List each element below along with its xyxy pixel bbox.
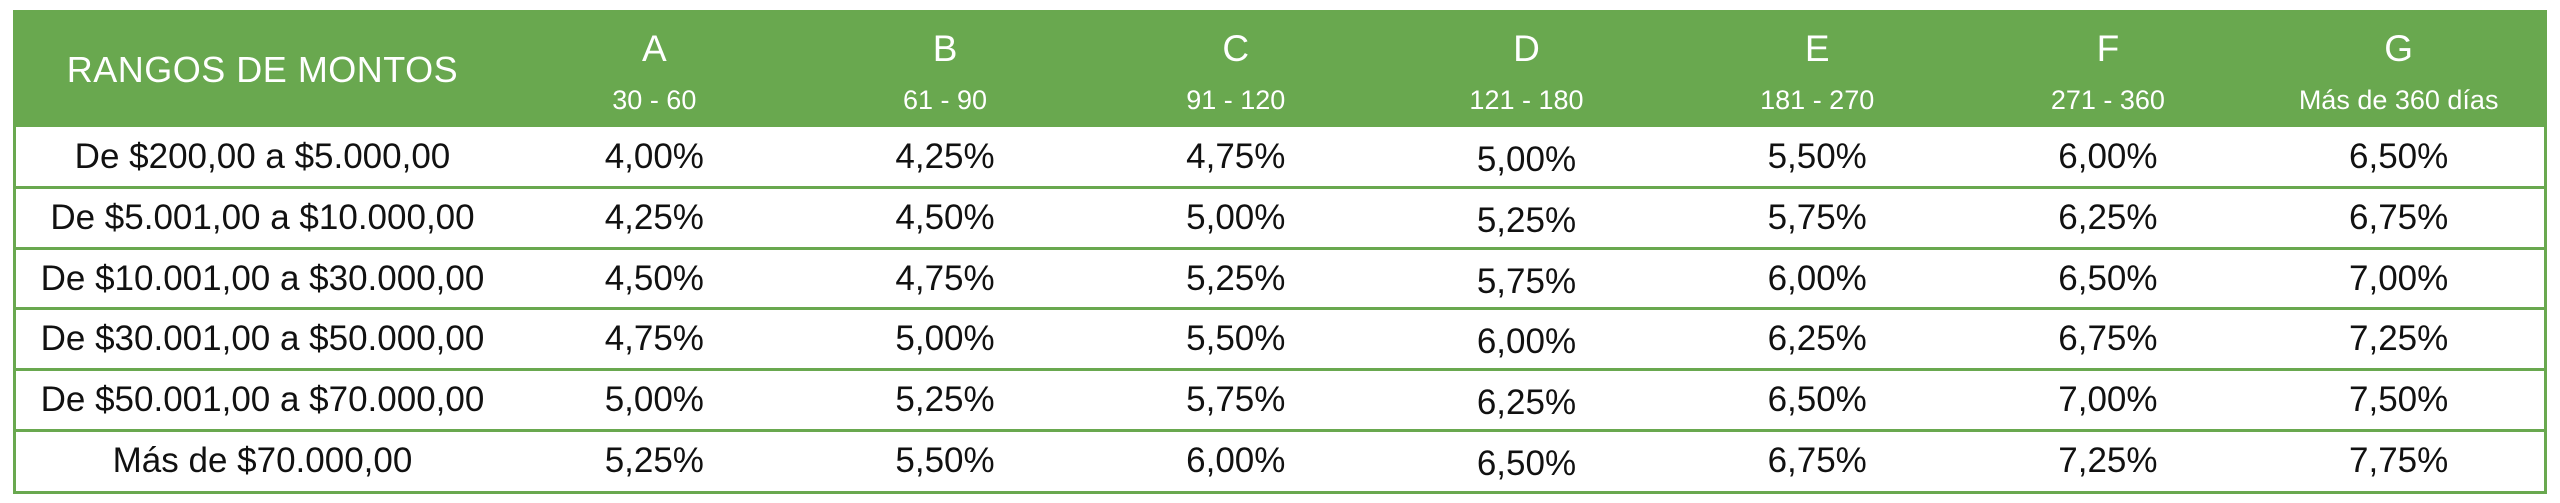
- rate-cell: 6,75%: [2253, 186, 2544, 249]
- rate-cell: 4,25%: [508, 186, 800, 249]
- column-letter: D: [1513, 28, 1540, 69]
- column-header-b: B 61 - 90: [800, 13, 1091, 127]
- rate-cell: 7,25%: [1962, 428, 2254, 491]
- range-cell: De $5.001,00 a $10.000,00: [16, 186, 509, 249]
- rate-cell: 6,00%: [1671, 246, 1963, 309]
- rate-cell: 5,00%: [508, 368, 800, 431]
- range-cell: De $200,00 a $5.000,00: [74, 136, 451, 176]
- range-cell: De $50.001,00 a $70.000,00: [16, 368, 509, 431]
- rate-cell: 6,50%: [1381, 428, 1672, 491]
- column-letter: F: [2096, 28, 2120, 69]
- rate-cell: 7,00%: [2253, 246, 2544, 309]
- column-header-d: D 121 - 180: [1381, 13, 1672, 127]
- table-row: De $50.001,00 a $70.000,00 5,00% 5,25% 5…: [16, 368, 2544, 431]
- rate-cell: 4,00%: [604, 136, 704, 176]
- column-days: 181 - 270: [1760, 85, 1875, 115]
- column-header-a: A 30 - 60: [509, 13, 800, 127]
- column-days: 91 - 120: [1186, 85, 1286, 115]
- column-days: 61 - 90: [903, 85, 988, 115]
- rate-cell: 6,00%: [1381, 307, 1672, 370]
- column-header-c: C 91 - 120: [1090, 13, 1381, 127]
- rate-cell: 6,00%: [1090, 428, 1382, 491]
- rate-cell: 7,25%: [2253, 307, 2544, 370]
- range-cell: De $10.001,00 a $30.000,00: [16, 246, 509, 309]
- table-body: De $200,00 a $5.000,00 4,00% 4,25% 4,75%…: [16, 127, 2544, 491]
- rate-cell: 4,75%: [508, 307, 800, 370]
- column-days: 271 - 360: [2050, 85, 2165, 115]
- rate-cell: 5,75%: [1090, 368, 1382, 431]
- rate-cell: 4,25%: [895, 136, 995, 176]
- column-letter: G: [2384, 28, 2414, 69]
- rate-cell: 5,75%: [1381, 246, 1672, 309]
- column-letter: C: [1222, 28, 1250, 69]
- range-column-header: RANGOS DE MONTOS: [66, 49, 459, 90]
- rate-cell: 5,00%: [1476, 139, 1577, 179]
- column-header-e: E 181 - 270: [1672, 13, 1963, 127]
- rate-cell: 7,75%: [2253, 428, 2544, 491]
- range-cell: De $30.001,00 a $50.000,00: [16, 307, 509, 370]
- table-row: De $5.001,00 a $10.000,00 4,25% 4,50% 5,…: [16, 186, 2544, 249]
- rate-cell: 6,50%: [2349, 136, 2449, 176]
- column-days: Más de 360 días: [2298, 85, 2499, 115]
- table-row: Más de $70.000,00 5,25% 5,50% 6,00% 6,50…: [16, 428, 2544, 491]
- column-header-f: F 271 - 360: [1963, 13, 2254, 127]
- column-letter: B: [932, 28, 958, 69]
- rate-cell: 5,75%: [1671, 186, 1963, 249]
- rate-cell: 6,25%: [1381, 368, 1672, 431]
- column-days: 121 - 180: [1469, 85, 1584, 115]
- rate-cell: 5,50%: [799, 428, 1091, 491]
- column-header-g: G Más de 360 días: [2253, 13, 2544, 127]
- rates-table-container: RANGOS DE MONTOS A 30 - 60 B 61 - 90 C 9…: [13, 10, 2547, 494]
- column-days: 30 - 60: [612, 85, 697, 115]
- rate-cell: 5,25%: [1381, 186, 1672, 249]
- table-header: RANGOS DE MONTOS A 30 - 60 B 61 - 90 C 9…: [16, 13, 2544, 127]
- rate-cell: 5,00%: [799, 307, 1091, 370]
- rate-cell: 4,75%: [1186, 136, 1286, 176]
- rate-cell: 4,50%: [799, 186, 1091, 249]
- table-row: De $10.001,00 a $30.000,00 4,50% 4,75% 5…: [16, 246, 2544, 309]
- rate-cell: 4,75%: [799, 246, 1091, 309]
- column-letter: E: [1804, 28, 1830, 69]
- rate-cell: 6,75%: [1671, 428, 1963, 491]
- rate-cell: 4,50%: [508, 246, 800, 309]
- table-row: De $200,00 a $5.000,00 4,00% 4,25% 4,75%…: [16, 127, 2544, 188]
- rate-cell: 6,50%: [1962, 246, 2254, 309]
- rate-cell: 5,25%: [508, 428, 800, 491]
- rate-cell: 5,00%: [1090, 186, 1382, 249]
- rate-cell: 5,50%: [1767, 136, 1867, 176]
- rate-cell: 5,50%: [1090, 307, 1382, 370]
- rate-cell: 6,50%: [1671, 368, 1963, 431]
- rate-cell: 6,75%: [1962, 307, 2254, 370]
- column-letter: A: [641, 28, 667, 69]
- range-cell: Más de $70.000,00: [16, 428, 509, 491]
- rate-cell: 5,25%: [1090, 246, 1382, 309]
- table-row: De $30.001,00 a $50.000,00 4,75% 5,00% 5…: [16, 307, 2544, 370]
- rate-cell: 6,25%: [1962, 186, 2254, 249]
- rate-cell: 7,00%: [1962, 368, 2254, 431]
- header-row: RANGOS DE MONTOS A 30 - 60 B 61 - 90 C 9…: [16, 13, 2544, 127]
- rate-cell: 7,50%: [2253, 368, 2544, 431]
- rate-cell: 5,25%: [799, 368, 1091, 431]
- rate-cell: 6,00%: [2058, 136, 2158, 176]
- rate-cell: 6,25%: [1671, 307, 1963, 370]
- interest-rates-table: RANGOS DE MONTOS A 30 - 60 B 61 - 90 C 9…: [16, 13, 2544, 491]
